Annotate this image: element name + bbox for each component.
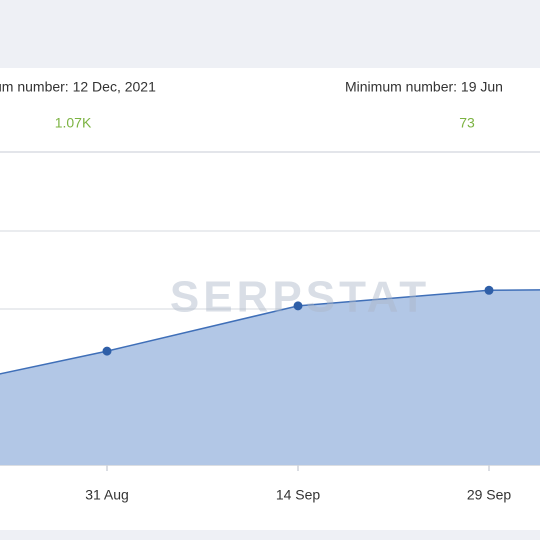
stat-label: um number: 12 Dec, 2021 [0,79,156,95]
plot: 31 Aug 14 Sep 29 Sep [0,230,540,503]
area [0,289,540,465]
point [293,301,303,311]
stat-value: 1.07K [55,115,92,131]
x-tick-label: 14 Sep [276,487,321,503]
point [102,346,112,356]
point [484,285,494,295]
stat-value: 73 [459,115,475,131]
watermark: SERPSTAT [170,273,430,322]
x-tick-label: 31 Aug [85,487,129,503]
x-tick-label: 29 Sep [467,487,512,503]
stat-label: Minimum number: 19 Jun [345,79,503,95]
